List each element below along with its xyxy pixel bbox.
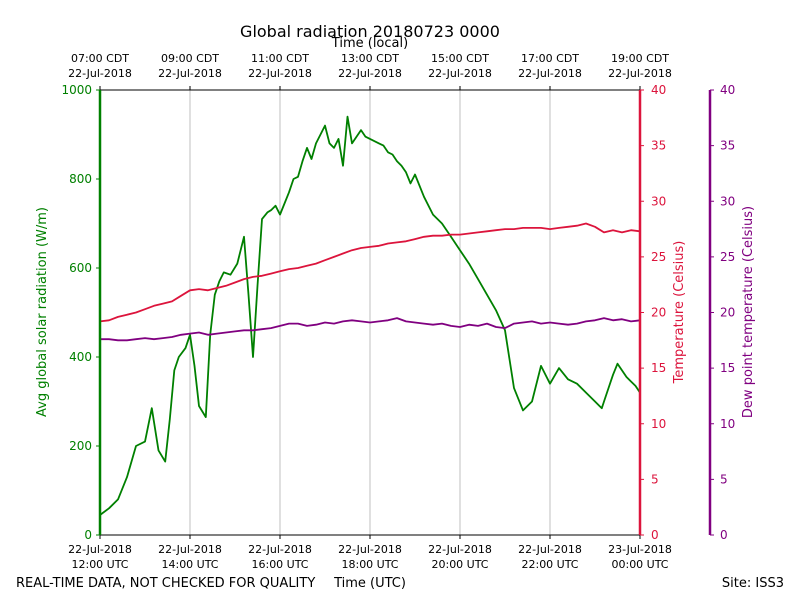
dewpoint-axis-label: Dew point temperature (Celsius) xyxy=(741,206,756,418)
temperature-tick-label: 30 xyxy=(651,194,666,208)
temperature-tick-label: 10 xyxy=(651,417,666,431)
x-tick-time: 14:00 UTC xyxy=(161,558,218,571)
temperature-tick-label: 0 xyxy=(651,528,659,542)
axes-layer: 22-Jul-2018 12:00 UTC 22-Jul-2018 14:00 UTC… xyxy=(35,52,756,571)
x-tick-time: 12:00 UTC xyxy=(71,558,128,571)
radiation-tick-label: 200 xyxy=(69,439,92,453)
dewpoint-tick-label: 20 xyxy=(720,306,735,320)
x-tick-date: 22-Jul-2018 xyxy=(338,543,402,556)
temperature-tick-label: 20 xyxy=(651,306,666,320)
top-tick-local-time: 15:00 CDT xyxy=(431,52,489,65)
temperature-tick-label: 5 xyxy=(651,472,659,486)
x-axis-label: Time (UTC) xyxy=(333,576,406,591)
top-tick-local-time: 11:00 CDT xyxy=(251,52,309,65)
footer-site: Site: ISS3 xyxy=(722,576,784,591)
footer-quality-note: REAL-TIME DATA, NOT CHECKED FOR QUALITY xyxy=(16,576,315,591)
series-layer xyxy=(99,115,641,516)
dewpoint-tick-label: 35 xyxy=(720,139,735,153)
dewpoint-tick-label: 10 xyxy=(720,417,735,431)
x-tick-date: 22-Jul-2018 xyxy=(518,543,582,556)
top-tick-date: 22-Jul-2018 xyxy=(158,67,222,80)
x-tick-time: 22:00 UTC xyxy=(521,558,578,571)
x-tick-time: 20:00 UTC xyxy=(431,558,488,571)
x-tick-time: 18:00 UTC xyxy=(341,558,398,571)
x-tick-time: 00:00 UTC xyxy=(611,558,668,571)
temperature-tick-label: 35 xyxy=(651,139,666,153)
top-tick-date: 22-Jul-2018 xyxy=(608,67,672,80)
x-tick-date: 23-Jul-2018 xyxy=(608,543,672,556)
x-tick-time: 16:00 UTC xyxy=(251,558,308,571)
radiation-axis-label: Avg global solar radiation (W/m) xyxy=(35,207,50,417)
top-tick-local-time: 13:00 CDT xyxy=(341,52,399,65)
top-tick-date: 22-Jul-2018 xyxy=(428,67,492,80)
temperature-tick-label: 15 xyxy=(651,361,666,375)
radiation-tick-label: 400 xyxy=(69,350,92,364)
top-tick-date: 22-Jul-2018 xyxy=(248,67,312,80)
temperature-series-line xyxy=(99,222,641,323)
top-tick-local-time: 17:00 CDT xyxy=(521,52,579,65)
radiation-tick-label: 800 xyxy=(69,172,92,186)
temperature-tick-label: 40 xyxy=(651,83,666,97)
radiation-tick-label: 0 xyxy=(84,528,92,542)
dewpoint-tick-label: 25 xyxy=(720,250,735,264)
top-tick-date: 22-Jul-2018 xyxy=(68,67,132,80)
top-tick-local-time: 07:00 CDT xyxy=(71,52,129,65)
dewpoint-tick-label: 5 xyxy=(720,472,728,486)
temperature-axis-label: Temperature (Celsius) xyxy=(672,241,687,385)
x-tick-date: 22-Jul-2018 xyxy=(158,543,222,556)
x-tick-date: 22-Jul-2018 xyxy=(68,543,132,556)
x-tick-date: 22-Jul-2018 xyxy=(248,543,312,556)
top-tick-local-time: 09:00 CDT xyxy=(161,52,219,65)
chart-title: Global radiation 20180723 0000 xyxy=(240,22,500,41)
dewpoint-tick-label: 30 xyxy=(720,194,735,208)
dewpoint-series-line xyxy=(100,317,641,342)
x-tick-date: 22-Jul-2018 xyxy=(428,543,492,556)
top-tick-local-time: 19:00 CDT xyxy=(611,52,669,65)
dewpoint-tick-label: 40 xyxy=(720,83,735,97)
dewpoint-tick-label: 0 xyxy=(720,528,728,542)
grid-lines xyxy=(189,90,551,535)
radiation-tick-label: 1000 xyxy=(61,83,92,97)
radiation-tick-label: 600 xyxy=(69,261,92,275)
top-tick-date: 22-Jul-2018 xyxy=(338,67,402,80)
top-axis-label: Time (local) xyxy=(331,36,408,51)
dewpoint-tick-label: 15 xyxy=(720,361,735,375)
top-tick-date: 22-Jul-2018 xyxy=(518,67,582,80)
radiation-series-line xyxy=(99,115,641,516)
temperature-tick-label: 25 xyxy=(651,250,666,264)
